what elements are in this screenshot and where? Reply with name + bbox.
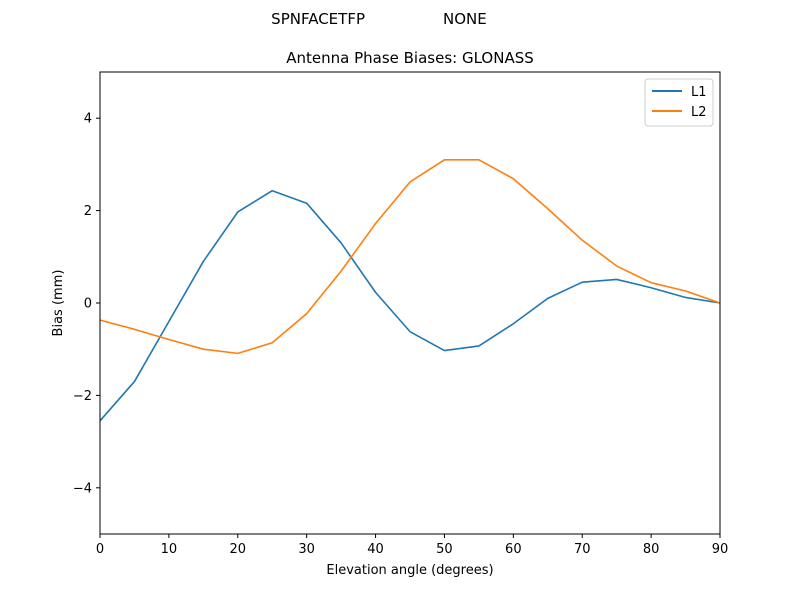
x-tick-label: 80 — [643, 542, 660, 557]
y-tick-label: 4 — [84, 112, 92, 127]
x-axis-label: Elevation angle (degrees) — [326, 563, 493, 578]
x-tick-label: 20 — [230, 542, 247, 557]
series-line-l1 — [99, 189, 721, 422]
y-axis-label: Bias (mm) — [51, 270, 66, 337]
series-layer — [99, 158, 721, 422]
y-tick-label: −4 — [73, 481, 92, 496]
ticks-layer: 0 10 20 30 40 50 60 70 80 90 −4 −2 0 2 4 — [73, 112, 728, 557]
y-tick-label: −2 — [73, 389, 92, 404]
x-tick-label: 40 — [367, 542, 384, 557]
x-tick-label: 90 — [712, 542, 729, 557]
y-tick-label: 0 — [84, 297, 92, 312]
suptitle-left: SPNFACETFP — [271, 10, 365, 28]
series-line-l2 — [99, 158, 721, 355]
x-tick-label: 10 — [161, 542, 178, 557]
suptitle-right: NONE — [443, 10, 487, 28]
x-tick-label: 70 — [574, 542, 591, 557]
y-tick-label: 2 — [84, 204, 92, 219]
legend: L1 L2 — [644, 78, 714, 127]
legend-label-l1: L1 — [691, 85, 707, 100]
x-tick-label: 60 — [505, 542, 522, 557]
x-tick-label: 50 — [436, 542, 453, 557]
x-tick-label: 0 — [96, 542, 104, 557]
x-tick-label: 30 — [298, 542, 315, 557]
legend-label-l2: L2 — [691, 105, 707, 120]
chart-title: Antenna Phase Biases: GLONASS — [286, 49, 534, 67]
plot-frame — [99, 71, 721, 535]
